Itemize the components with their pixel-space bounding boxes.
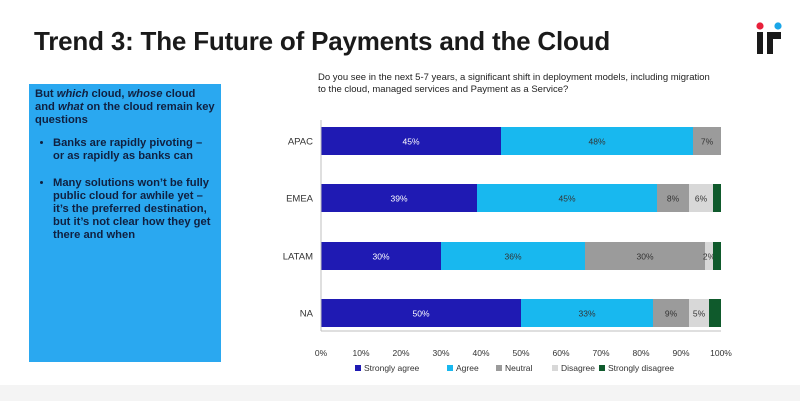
legend-label: Strongly agree bbox=[364, 363, 420, 373]
data-label: 7% bbox=[701, 137, 714, 147]
x-tick-label: 90% bbox=[672, 348, 689, 358]
bar-segment bbox=[521, 299, 653, 327]
bar-segment bbox=[693, 127, 721, 155]
data-label: 50% bbox=[412, 309, 429, 319]
data-label: 45% bbox=[558, 194, 575, 204]
x-tick-label: 30% bbox=[432, 348, 449, 358]
data-label: 30% bbox=[636, 252, 653, 262]
bar-segment bbox=[321, 127, 501, 155]
data-label: 36% bbox=[504, 252, 521, 262]
bar-segment bbox=[321, 184, 477, 212]
data-label: 45% bbox=[402, 137, 419, 147]
data-label: 5% bbox=[693, 309, 706, 319]
x-tick-label: 80% bbox=[632, 348, 649, 358]
category-label: APAC bbox=[288, 137, 313, 148]
callout-bullets: Banks are rapidly pivoting – or as rapid… bbox=[35, 137, 215, 242]
company-logo-icon bbox=[756, 22, 782, 54]
data-label: 48% bbox=[588, 137, 605, 147]
legend-label: Neutral bbox=[505, 363, 533, 373]
bar-segment bbox=[689, 184, 713, 212]
data-label: 2% bbox=[703, 252, 716, 262]
x-tick-label: 100% bbox=[710, 348, 732, 358]
bar-segment bbox=[585, 242, 705, 270]
bar-segment bbox=[705, 242, 713, 270]
x-tick-label: 20% bbox=[392, 348, 409, 358]
data-label: 6% bbox=[695, 194, 708, 204]
x-tick-label: 50% bbox=[512, 348, 529, 358]
callout-lead: But which cloud, whose cloud and what on… bbox=[35, 88, 215, 126]
legend-swatch bbox=[599, 365, 605, 371]
bar-segment bbox=[441, 242, 585, 270]
data-label: 33% bbox=[578, 309, 595, 319]
bar-segment bbox=[321, 242, 441, 270]
slide-title: Trend 3: The Future of Payments and the … bbox=[34, 26, 611, 56]
legend-label: Agree bbox=[456, 363, 479, 373]
legend-label: Strongly disagree bbox=[608, 363, 674, 373]
x-tick-label: 60% bbox=[552, 348, 569, 358]
key-questions-callout: But which cloud, whose cloud and what on… bbox=[29, 84, 221, 362]
data-label: 9% bbox=[665, 309, 678, 319]
chart-title: Do you see in the next 5-7 years, a sign… bbox=[318, 72, 710, 95]
x-tick-label: 10% bbox=[352, 348, 369, 358]
callout-bullet: Banks are rapidly pivoting – or as rapid… bbox=[53, 137, 215, 163]
bar-segment bbox=[653, 299, 689, 327]
x-tick-label: 40% bbox=[472, 348, 489, 358]
legend-swatch bbox=[355, 365, 361, 371]
bar-segment bbox=[689, 299, 709, 327]
bar-segment bbox=[709, 299, 721, 327]
callout-bullet: Many solutions won’t be fully public clo… bbox=[53, 177, 215, 242]
legend-swatch bbox=[496, 365, 502, 371]
bottom-strip bbox=[0, 385, 800, 401]
category-label: LATAM bbox=[283, 252, 313, 263]
legend-swatch bbox=[447, 365, 453, 371]
legend-label: Disagree bbox=[561, 363, 595, 373]
category-label: EMEA bbox=[286, 194, 314, 205]
category-label: NA bbox=[300, 309, 314, 320]
bar-segment bbox=[657, 184, 689, 212]
data-label: 30% bbox=[372, 252, 389, 262]
bar-segment bbox=[501, 127, 693, 155]
legend-swatch bbox=[552, 365, 558, 371]
x-tick-label: 0% bbox=[315, 348, 328, 358]
data-label: 8% bbox=[667, 194, 680, 204]
x-tick-label: 70% bbox=[592, 348, 609, 358]
bar-segment bbox=[713, 242, 721, 270]
bar-segment bbox=[713, 184, 721, 212]
bar-segment bbox=[477, 184, 657, 212]
bar-segment bbox=[321, 299, 521, 327]
data-label: 39% bbox=[390, 194, 407, 204]
